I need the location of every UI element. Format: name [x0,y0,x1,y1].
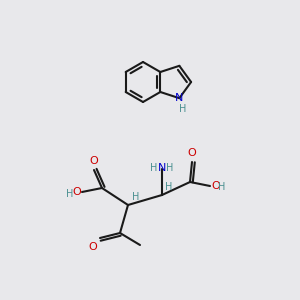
Text: O: O [90,156,98,166]
Text: O: O [88,242,97,252]
Text: N: N [158,163,166,173]
Text: H: H [150,163,158,173]
Text: H: H [179,103,186,114]
Text: O: O [188,148,196,158]
Text: O: O [72,187,81,197]
Text: N: N [175,93,184,103]
Text: H: H [132,192,140,202]
Text: H: H [166,163,174,173]
Text: H: H [218,182,226,192]
Text: O: O [211,181,220,191]
Text: H: H [165,182,172,192]
Text: H: H [66,189,74,199]
